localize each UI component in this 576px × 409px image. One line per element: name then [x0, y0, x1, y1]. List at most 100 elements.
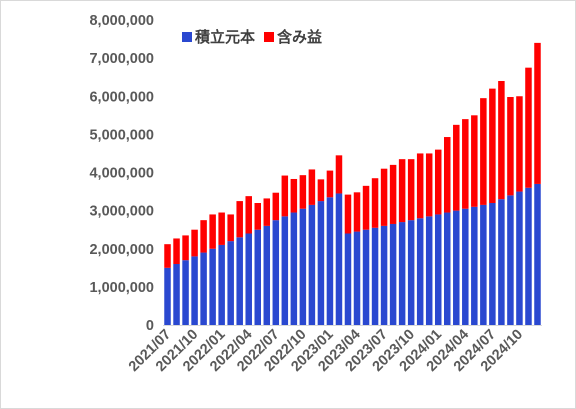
bar-principal [299, 208, 307, 325]
bar-principal [281, 216, 289, 325]
bar-principal [453, 210, 460, 326]
bar-principal [290, 212, 298, 325]
bar-principal [326, 197, 334, 325]
bar-gain [498, 81, 505, 200]
bar-gain [344, 194, 352, 234]
bar-principal [317, 201, 325, 325]
legend-label-gain: 含み益 [277, 28, 322, 46]
y-tick-label: 3,000,000 [89, 204, 154, 220]
bar-gain [299, 175, 307, 209]
bar-principal [272, 220, 280, 325]
legend: 積立元本 含み益 [182, 28, 322, 46]
bar-gain [398, 159, 406, 223]
y-tick-label: 2,000,000 [89, 242, 154, 258]
bar-gain [335, 155, 343, 194]
bar-principal [200, 252, 207, 325]
bar-gain [191, 229, 198, 257]
y-axis: 0 1,000,000 2,000,000 3,000,000 4,000,000 5,0… [89, 13, 154, 334]
bar-principal [434, 214, 442, 325]
bar-gain [416, 153, 424, 219]
y-tick-label: 6,000,000 [89, 89, 154, 105]
bar-principal [254, 229, 261, 325]
bar-principal [362, 229, 370, 325]
bar-gain [218, 212, 225, 245]
bar-gain [389, 164, 397, 224]
bar-principal [489, 203, 496, 325]
bar-principal [444, 212, 451, 325]
y-tick-label: 1,000,000 [89, 280, 154, 296]
bar-principal [353, 231, 361, 325]
bar-principal [398, 222, 406, 325]
bar-principal [164, 267, 171, 325]
bar-principal [407, 220, 415, 325]
bar-gain [380, 168, 388, 226]
bar-principal [389, 223, 397, 325]
bar-principal [173, 264, 180, 325]
legend-swatch-gain [264, 32, 274, 42]
y-tick-label: 7,000,000 [89, 51, 154, 67]
bar-principal [335, 193, 343, 325]
bar-gain [371, 178, 379, 228]
bar-gain [462, 119, 469, 209]
bar-gain [263, 198, 271, 226]
bar-gain [489, 88, 496, 204]
bar-gain [407, 159, 415, 221]
y-tick-label: 5,000,000 [89, 127, 154, 143]
bar-gain [209, 214, 216, 249]
bar-principal [182, 260, 189, 325]
bar-principal [227, 241, 234, 326]
bar-gain [525, 67, 532, 188]
bar-gain [236, 201, 243, 238]
bar-gain [453, 124, 460, 211]
legend-swatch-principal [182, 32, 192, 42]
bar-gain [272, 192, 280, 221]
bar-principal [263, 225, 271, 326]
legend-label-principal: 積立元本 [194, 28, 255, 46]
bar-principal [308, 204, 316, 325]
bar-gain [164, 244, 171, 268]
bar-principal [371, 227, 379, 325]
bar-principal [480, 204, 487, 325]
bars-layer [164, 42, 541, 326]
bar-gain [182, 235, 189, 261]
bar-principal [218, 244, 225, 325]
y-tick-label: 0 [146, 318, 154, 334]
bar-principal [516, 191, 523, 325]
bar-gain [444, 137, 451, 213]
y-tick-label: 8,000,000 [89, 13, 154, 29]
bar-gain [516, 96, 523, 192]
bar-principal [471, 206, 478, 325]
bar-principal [507, 195, 514, 326]
bar-gain [434, 149, 442, 215]
bar-gain [353, 192, 361, 232]
bar-principal [245, 233, 252, 325]
x-axis: 2021/072021/102022/012022/042022/072022/… [126, 325, 542, 375]
bar-principal [534, 183, 541, 325]
bar-gain [326, 170, 334, 198]
bar-principal [344, 233, 352, 325]
bar-principal [236, 237, 243, 325]
bar-principal [380, 225, 388, 326]
bar-gain [281, 175, 289, 217]
bar-principal [191, 256, 198, 326]
bar-gain [308, 169, 316, 205]
bar-gain [507, 97, 514, 196]
bar-principal [209, 248, 216, 325]
bar-gain [227, 214, 234, 242]
bar-gain [534, 42, 541, 184]
bar-gain [245, 196, 252, 234]
bar-gain [471, 115, 478, 207]
bar-principal [498, 199, 505, 325]
bar-principal [462, 208, 469, 325]
bar-gain [173, 238, 180, 264]
bar-gain [254, 203, 261, 230]
bar-gain [317, 179, 325, 202]
y-tick-label: 4,000,000 [89, 166, 154, 182]
bar-gain [200, 220, 207, 253]
bar-gain [480, 98, 487, 205]
bar-principal [416, 218, 424, 325]
bar-principal [425, 216, 433, 325]
bar-gain [362, 185, 370, 230]
